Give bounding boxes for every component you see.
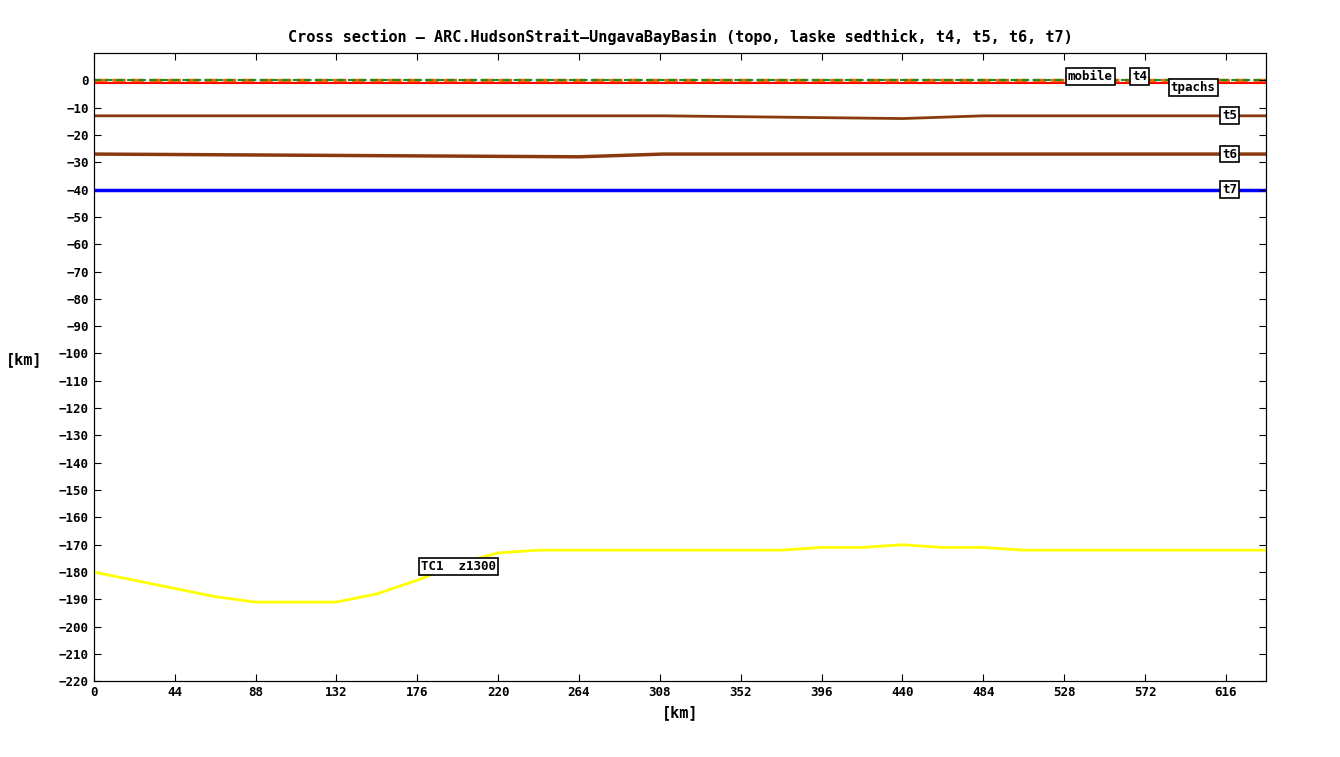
- Text: t4: t4: [1132, 70, 1147, 83]
- X-axis label: [km]: [km]: [662, 705, 698, 720]
- Text: t5: t5: [1222, 109, 1237, 123]
- Text: mobile: mobile: [1068, 70, 1112, 83]
- Text: t6: t6: [1222, 148, 1237, 160]
- Y-axis label: [km]: [km]: [5, 352, 43, 367]
- Text: tpachs: tpachs: [1171, 81, 1215, 94]
- Title: Cross section – ARC.HudsonStrait–UngavaBayBasin (topo, laske sedthick, t4, t5, t: Cross section – ARC.HudsonStrait–UngavaB…: [288, 29, 1072, 45]
- Text: t7: t7: [1222, 183, 1237, 196]
- Text: TC1  z1300: TC1 z1300: [421, 560, 496, 573]
